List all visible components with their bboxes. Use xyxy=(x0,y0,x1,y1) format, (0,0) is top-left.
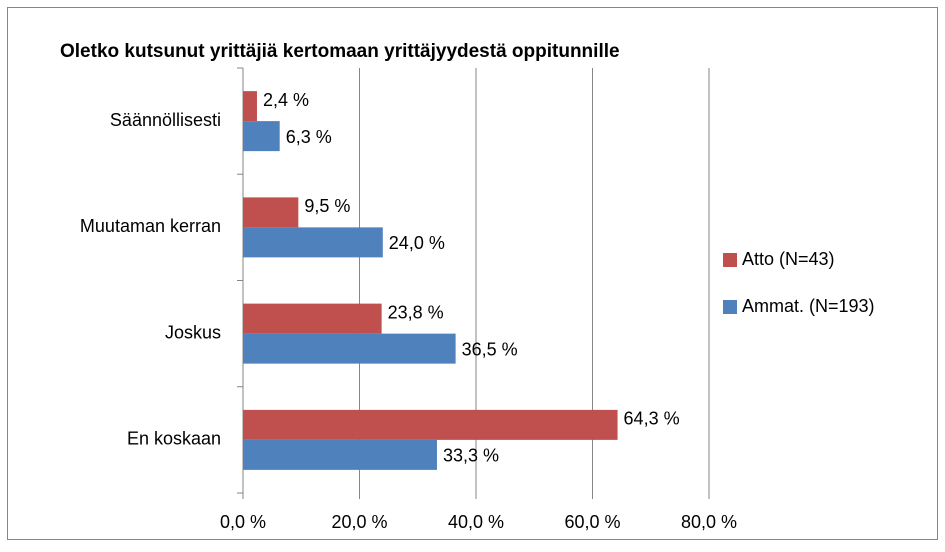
bar xyxy=(243,439,437,470)
y-tick-label: Joskus xyxy=(165,322,221,342)
value-label: 33,3 % xyxy=(443,446,499,466)
legend-swatch xyxy=(723,300,737,314)
value-label: 23,8 % xyxy=(388,302,444,322)
x-tick-label: 20,0 % xyxy=(331,512,387,532)
chart-title: Oletko kutsunut yrittäjiä kertomaan yrit… xyxy=(60,41,620,62)
bar xyxy=(243,409,618,440)
value-label: 36,5 % xyxy=(462,339,518,359)
chart-frame xyxy=(7,7,938,540)
x-tick-label: 60,0 % xyxy=(564,512,620,532)
bar xyxy=(243,227,383,258)
bar xyxy=(243,333,456,364)
value-label: 9,5 % xyxy=(304,196,350,216)
y-tick-label: Muutaman kerran xyxy=(80,216,221,236)
value-label: 24,0 % xyxy=(389,233,445,253)
x-tick-label: 0,0 % xyxy=(220,512,266,532)
x-tick-label: 80,0 % xyxy=(681,512,737,532)
legend-label: Atto (N=43) xyxy=(742,249,835,269)
bar xyxy=(243,121,280,152)
x-tick-label: 40,0 % xyxy=(448,512,504,532)
bar xyxy=(243,197,299,228)
value-label: 64,3 % xyxy=(624,409,680,429)
y-tick-label: Säännöllisesti xyxy=(110,110,221,130)
bar xyxy=(243,303,382,334)
legend-label: Ammat. (N=193) xyxy=(742,296,875,316)
y-tick-label: En koskaan xyxy=(127,429,221,449)
value-label: 6,3 % xyxy=(286,127,332,147)
bar xyxy=(243,91,257,122)
value-label: 2,4 % xyxy=(263,90,309,110)
legend-swatch xyxy=(723,253,737,267)
